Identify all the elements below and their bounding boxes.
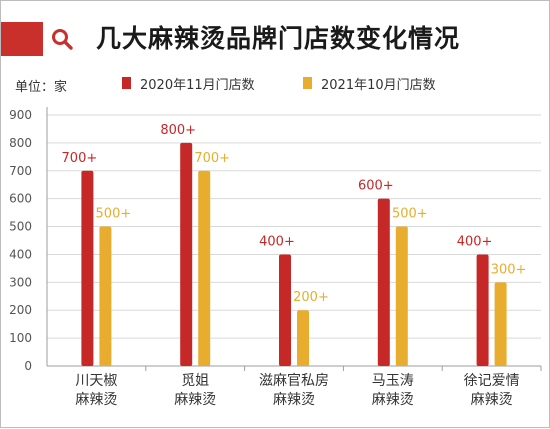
data-label: 600+ (358, 179, 394, 194)
data-label: 400+ (457, 234, 493, 249)
y-tick-label: 0 (24, 359, 32, 373)
x-tick-label: 觅姐 (181, 373, 209, 389)
x-tick-label: 麻辣烫 (75, 392, 117, 408)
legend-item-2020: 2020年11月门店数 (122, 74, 255, 93)
x-tick-label: 川天椒 (75, 373, 117, 389)
x-tick-label: 麻辣烫 (174, 392, 216, 408)
data-label: 500+ (392, 207, 428, 222)
data-label: 700+ (194, 151, 230, 166)
x-tick-label: 麻辣烫 (471, 392, 513, 408)
bar (395, 226, 408, 366)
legend-label-2020: 2020年11月门店数 (140, 77, 255, 93)
bar (377, 198, 390, 366)
y-tick-label: 800 (9, 136, 32, 150)
bar (99, 226, 112, 366)
x-tick-label: 麻辣烫 (372, 392, 414, 408)
data-label: 500+ (96, 207, 132, 222)
header: 几大麻辣烫品牌门店数变化情况 (1, 1, 550, 71)
legend-item-2021: 2021年10月门店数 (303, 74, 436, 93)
legend-swatch-2021 (303, 77, 312, 89)
y-tick-label: 100 (9, 331, 32, 345)
data-label: 200+ (293, 290, 329, 305)
x-tick-label: 滋麻官私房 (259, 373, 329, 389)
legend-label-2021: 2021年10月门店数 (321, 77, 436, 93)
x-tick-label: 马玉涛 (372, 373, 414, 389)
search-badge (43, 22, 81, 56)
y-tick-label: 400 (9, 247, 32, 261)
bar (297, 310, 309, 366)
unit-label: 单位：家 (15, 80, 68, 95)
bar (476, 254, 489, 366)
y-tick-label: 700 (9, 164, 32, 178)
x-tick-label: 徐记爱情 (464, 373, 520, 389)
bar (198, 170, 211, 366)
data-label: 400+ (259, 234, 295, 249)
bar (494, 282, 507, 366)
x-tick-label: 麻辣烫 (273, 392, 315, 408)
legend-swatch-2020 (122, 77, 131, 89)
page-title: 几大麻辣烫品牌门店数变化情况 (96, 24, 461, 53)
y-tick-label: 300 (9, 275, 32, 289)
bar (279, 254, 291, 366)
y-tick-label: 200 (9, 303, 32, 317)
y-tick-label: 500 (9, 220, 32, 234)
bar (81, 170, 94, 366)
data-label: 300+ (491, 262, 527, 277)
data-label: 700+ (62, 151, 98, 166)
bar (180, 142, 193, 366)
data-label: 800+ (160, 123, 196, 138)
y-tick-label: 900 (9, 108, 32, 122)
search-icon (52, 29, 73, 50)
y-tick-label: 600 (9, 192, 32, 206)
